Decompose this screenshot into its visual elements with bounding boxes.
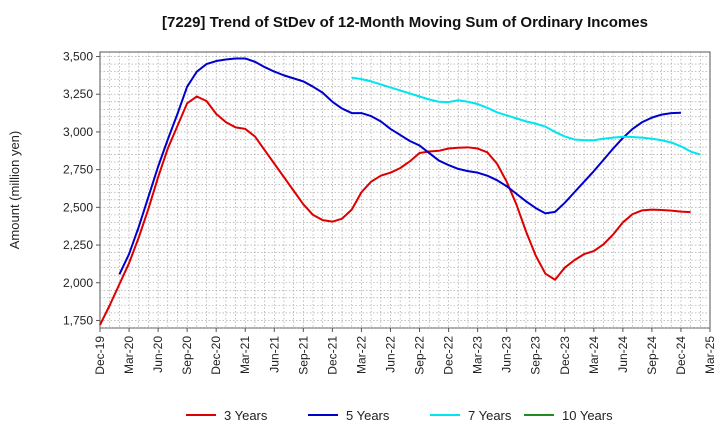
x-tick-label: Dec-23 [558, 336, 572, 375]
y-tick-label: 2,750 [63, 163, 93, 177]
legend-label-10-years: 10 Years [562, 408, 613, 423]
x-tick-label: Dec-19 [93, 336, 107, 375]
y-tick-label: 3,250 [63, 87, 93, 101]
x-tick-label: Jun-21 [267, 336, 281, 373]
x-tick-label: Dec-22 [442, 336, 456, 375]
x-tick-label: Jun-22 [383, 336, 397, 373]
x-tick-label: Sep-24 [645, 336, 659, 375]
x-tick-label: Sep-20 [180, 336, 194, 375]
y-tick-label: 3,000 [63, 125, 93, 139]
x-tick-label: Mar-22 [354, 336, 368, 374]
grid-lines [100, 52, 710, 329]
legend-label-3-years: 3 Years [224, 408, 268, 423]
x-tick-label: Mar-23 [471, 336, 485, 374]
y-tick-label: 1,750 [63, 313, 93, 327]
series-line-5-years [118, 57, 681, 275]
x-tick-label: Mar-21 [238, 336, 252, 374]
legend-label-5-years: 5 Years [346, 408, 390, 423]
y-tick-label: 2,000 [63, 276, 93, 290]
y-tick-label: 2,250 [63, 238, 93, 252]
x-tick-label: Dec-21 [325, 336, 339, 375]
chart-title: [7229] Trend of StDev of 12-Month Moving… [162, 14, 648, 31]
x-tick-label: Dec-24 [674, 336, 688, 375]
x-tick-label: Sep-23 [529, 336, 543, 375]
x-tick-label: Dec-20 [209, 336, 223, 375]
x-tick-label: Sep-22 [413, 336, 427, 375]
legend: 3 Years 5 Years 7 Years 10 Years [186, 408, 613, 423]
x-tick-label: Jun-20 [151, 336, 165, 373]
y-tick-label: 2,500 [63, 200, 93, 214]
series-line-7-years [351, 76, 701, 156]
x-tick-label: Jun-24 [616, 336, 630, 373]
x-axis-ticks: Dec-19 Mar-20 Jun-20 Sep-20 Dec-20 Mar-21 Jun-… [93, 328, 717, 375]
legend-label-7-years: 7 Years [468, 408, 512, 423]
plot-frame [99, 51, 711, 329]
y-axis-label: Amount (million yen) [7, 131, 22, 250]
x-tick-label: Mar-25 [703, 336, 717, 374]
series-line-3-years [99, 95, 691, 326]
x-tick-label: Sep-21 [296, 336, 310, 375]
x-tick-label: Mar-20 [122, 336, 136, 374]
series-lines [99, 57, 701, 326]
y-axis-ticks: 1,750 2,000 2,250 2,500 2,750 3,000 3,250 3,500 [63, 50, 100, 327]
x-tick-label: Jun-23 [500, 336, 514, 373]
x-tick-label: Mar-24 [587, 336, 601, 374]
y-tick-label: 3,500 [63, 50, 93, 64]
